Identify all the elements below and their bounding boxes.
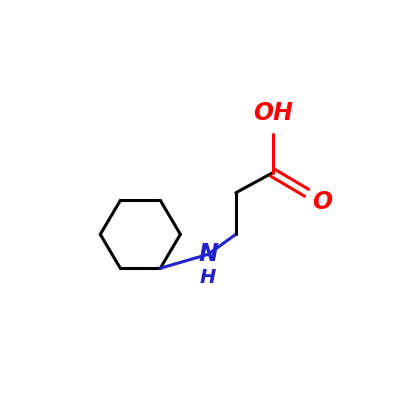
Text: O: O: [312, 190, 332, 214]
Text: N: N: [198, 242, 218, 266]
Text: H: H: [200, 268, 216, 287]
Text: OH: OH: [253, 101, 293, 125]
